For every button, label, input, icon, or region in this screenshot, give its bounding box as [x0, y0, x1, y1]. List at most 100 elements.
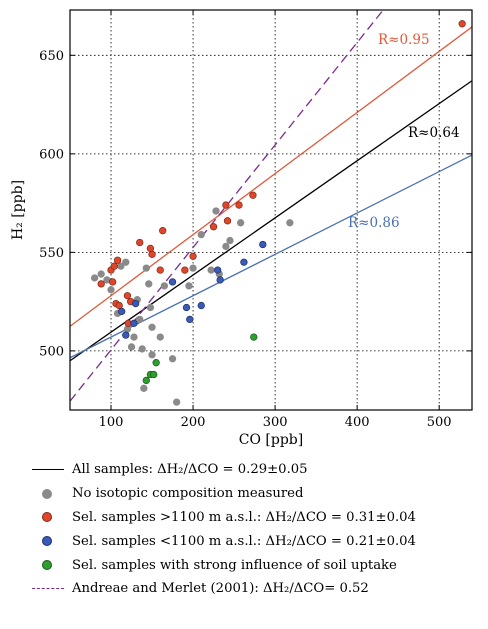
data-point	[148, 323, 156, 331]
fit-label: R≈0.64	[408, 125, 460, 141]
x-tick-label: 200	[181, 415, 206, 430]
data-point	[259, 240, 267, 249]
grid	[70, 10, 472, 410]
y-tick-label: 600	[39, 147, 64, 162]
fit-line	[70, 10, 385, 402]
fit-labels: R≈0.64 R≈0.95 R≈0.86	[348, 32, 460, 231]
data-point	[90, 274, 99, 282]
data-point	[458, 20, 466, 28]
data-point	[97, 280, 105, 288]
y-axis-label: H₂ [ppb]	[10, 180, 26, 240]
data-point	[140, 384, 148, 392]
data-point	[130, 319, 138, 327]
y-tick-label: 650	[39, 49, 64, 64]
data-point	[146, 303, 155, 312]
data-point	[122, 331, 130, 339]
data-point	[131, 299, 140, 308]
data-point	[138, 345, 146, 353]
x-tick-label: 300	[263, 415, 288, 430]
data-point	[209, 223, 218, 231]
x-tick-label: 400	[345, 415, 370, 430]
data-point	[168, 278, 177, 286]
data-point	[156, 333, 164, 341]
legend-dot-swatch	[30, 534, 66, 548]
legend-label: Sel. samples >1100 m a.s.l.: ΔH₂/ΔCO = 0…	[72, 509, 416, 525]
data-point	[222, 201, 230, 209]
data-point	[113, 256, 122, 264]
data-point	[226, 236, 234, 245]
data-point	[216, 276, 224, 284]
data-point	[286, 219, 294, 227]
legend-item-low: Sel. samples <1100 m a.s.l.: ΔH₂/ΔCO = 0…	[30, 529, 486, 553]
data-point	[118, 307, 126, 316]
data-point	[222, 242, 230, 251]
data-point	[236, 219, 245, 227]
data-point	[214, 266, 222, 274]
data-point	[148, 351, 156, 359]
data-point	[150, 370, 158, 379]
legend-item-all-samples: All samples: ΔH₂/ΔCO = 0.29±0.05	[30, 458, 486, 482]
legend-label: Andreae and Merlet (2001): ΔH₂/ΔCO= 0.52	[72, 581, 369, 597]
data-point	[186, 315, 194, 324]
data-point	[152, 359, 160, 367]
x-tick-label: 500	[427, 415, 452, 430]
data-point	[235, 201, 243, 209]
fit-line	[70, 26, 472, 327]
legend-item-andreae: Andreae and Merlet (2001): ΔH₂/ΔCO= 0.52	[30, 577, 486, 601]
data-point	[130, 333, 138, 341]
legend-label: Sel. samples <1100 m a.s.l.: ΔH₂/ΔCO = 0…	[72, 533, 416, 549]
legend-dot-swatch	[30, 558, 66, 572]
data-point	[142, 264, 150, 272]
legend-dot-swatch	[30, 487, 66, 501]
axis-ticks: 100 200 300 400 500 500 550 600 650	[39, 10, 472, 430]
legend-line-swatch	[30, 463, 66, 477]
data-point	[182, 303, 191, 312]
legend-item-no-isotopic: No isotopic composition measured	[30, 482, 486, 506]
data-point	[146, 244, 155, 253]
data-point	[136, 238, 144, 247]
x-axis-label: CO [ppb]	[239, 432, 303, 448]
data-point	[123, 292, 132, 300]
data-point	[189, 252, 197, 260]
data-point	[185, 282, 193, 290]
data-point	[181, 266, 189, 274]
data-points	[90, 20, 466, 406]
data-point	[223, 217, 232, 225]
legend-dot-swatch	[30, 510, 66, 524]
data-point	[127, 343, 136, 351]
legend-dash-swatch	[30, 582, 66, 596]
legend-label: All samples: ΔH₂/ΔCO = 0.29±0.05	[72, 462, 308, 478]
data-point	[123, 325, 132, 333]
legend-item-soil: Sel. samples with strong influence of so…	[30, 553, 486, 577]
data-point	[142, 376, 150, 385]
x-tick-label: 100	[99, 415, 124, 430]
data-point	[250, 333, 258, 341]
fit-label: R≈0.86	[348, 215, 400, 231]
data-point	[148, 250, 156, 258]
data-point	[189, 264, 197, 272]
data-point	[122, 258, 130, 266]
legend: All samples: ΔH₂/ΔCO = 0.29±0.05 No isot…	[30, 458, 486, 601]
legend-item-high: Sel. samples >1100 m a.s.l.: ΔH₂/ΔCO = 0…	[30, 506, 486, 530]
data-point	[136, 315, 144, 324]
data-point	[173, 398, 181, 406]
fit-lines	[70, 10, 472, 402]
legend-label: No isotopic composition measured	[72, 486, 304, 502]
data-point	[107, 286, 115, 294]
data-point	[207, 266, 215, 274]
data-point	[159, 227, 167, 235]
data-point	[212, 207, 220, 215]
data-point	[97, 270, 105, 278]
data-point	[249, 191, 257, 199]
y-tick-label: 550	[39, 246, 64, 261]
data-point	[197, 301, 205, 310]
data-point	[145, 280, 153, 288]
data-point	[156, 266, 164, 274]
plot-frame	[69, 9, 473, 411]
data-point	[197, 230, 205, 239]
legend-label: Sel. samples with strong influence of so…	[72, 557, 397, 573]
data-point	[110, 262, 118, 270]
scatter-chart: 100 200 300 400 500 500 550 600 650 R≈0.64 R≈0.95…	[10, 9, 473, 448]
data-point	[160, 282, 168, 290]
fit-label: R≈0.95	[378, 32, 430, 48]
